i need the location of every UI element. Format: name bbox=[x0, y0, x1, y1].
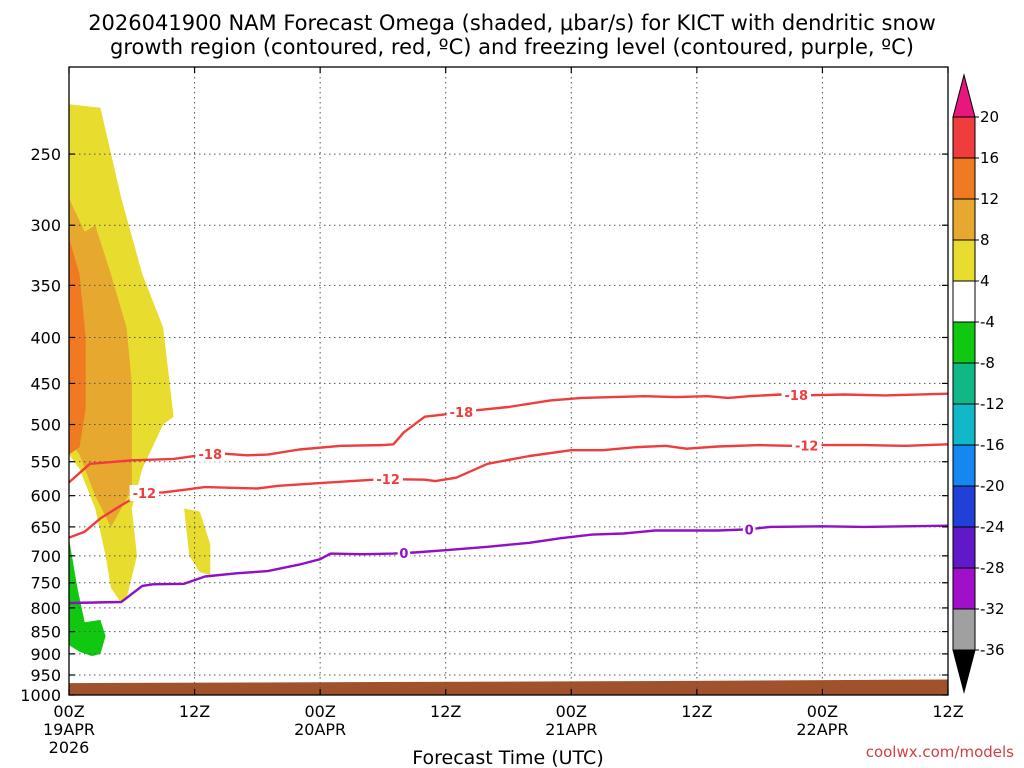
contour-line bbox=[68, 392, 949, 484]
colorbar-label: 4 bbox=[980, 272, 990, 290]
omega-shading bbox=[69, 104, 211, 657]
contour-labels: -18 -18 -18 -12 -12 -12 0 0 bbox=[129, 387, 822, 562]
x-axis-title: Forecast Time (UTC) bbox=[412, 747, 603, 768]
x-tick-label: 00Z bbox=[304, 702, 335, 721]
chart-title-line2: growth region (contoured, red, ºC) and f… bbox=[110, 35, 914, 59]
x-tick-label: 12Z bbox=[681, 702, 712, 721]
contour-label: 0 bbox=[399, 547, 408, 562]
plot-frame bbox=[68, 66, 949, 696]
colorbar-swatch bbox=[952, 198, 976, 241]
contour-label: -12 bbox=[133, 487, 157, 502]
contour-label-bg bbox=[791, 437, 822, 454]
x-tick-label: 20APR bbox=[294, 720, 346, 739]
colorbar-label: 12 bbox=[980, 190, 999, 208]
y-tick-label: 750 bbox=[30, 574, 61, 593]
contour-label: -18 bbox=[785, 389, 809, 404]
contour-lines bbox=[68, 392, 949, 605]
contour-label: 0 bbox=[745, 523, 754, 538]
colorbar-bottom-arrow bbox=[952, 649, 976, 694]
y-tick-label: 800 bbox=[30, 599, 61, 618]
x-tick-label: 22APR bbox=[796, 720, 848, 739]
contour-label: -18 bbox=[199, 448, 223, 463]
colorbar-label: -28 bbox=[980, 559, 1005, 577]
contour-label: -12 bbox=[376, 473, 400, 488]
credit-text: coolwx.com/models bbox=[866, 743, 1014, 761]
colorbar-label: -36 bbox=[980, 641, 1005, 659]
contour-label-bg bbox=[373, 471, 403, 488]
contour-label-bg bbox=[446, 404, 477, 421]
x-tick-label: 2026 bbox=[49, 738, 90, 757]
x-tick-label: 12Z bbox=[179, 702, 210, 721]
contour-label-bg bbox=[195, 445, 226, 462]
y-tick-label: 650 bbox=[30, 518, 61, 537]
x-tick-label: 00Z bbox=[53, 702, 84, 721]
omega-region bbox=[184, 508, 211, 575]
grid bbox=[68, 67, 949, 696]
x-tick-label: 21APR bbox=[545, 720, 597, 739]
colorbar-label: -12 bbox=[980, 395, 1005, 413]
colorbar-label: -8 bbox=[980, 354, 995, 372]
colorbar-swatch bbox=[952, 444, 976, 487]
contour-label: -12 bbox=[795, 439, 819, 454]
colorbar-swatch bbox=[952, 239, 976, 282]
colorbar-swatch bbox=[952, 321, 976, 364]
colorbar-label: -4 bbox=[980, 313, 995, 331]
colorbar-swatch bbox=[952, 157, 976, 200]
y-tick-label: 450 bbox=[30, 374, 61, 393]
contour-label-bg bbox=[781, 387, 812, 404]
colorbar-label: 16 bbox=[980, 149, 999, 167]
colorbar-label: 8 bbox=[980, 231, 990, 249]
y-tick-label: 900 bbox=[30, 645, 61, 664]
y-tick-label: 300 bbox=[30, 216, 61, 235]
x-tick-label: 12Z bbox=[430, 702, 461, 721]
contour-line bbox=[68, 524, 949, 605]
x-tick-label: 12Z bbox=[932, 702, 963, 721]
omega-region bbox=[69, 538, 106, 657]
x-tick-label: 00Z bbox=[556, 702, 587, 721]
contour-label-bg bbox=[397, 545, 411, 562]
x-tick-label: 00Z bbox=[807, 702, 838, 721]
colorbar-label: 20 bbox=[980, 108, 999, 126]
colorbar-top-arrow bbox=[952, 73, 976, 118]
colorbar-swatch bbox=[952, 403, 976, 446]
omega-region bbox=[69, 198, 132, 527]
y-tick-label: 1000 bbox=[20, 686, 61, 705]
colorbar-label: -24 bbox=[980, 518, 1005, 536]
y-tick-label: 850 bbox=[30, 623, 61, 642]
y-tick-label: 250 bbox=[30, 145, 61, 164]
contour-label-bg bbox=[129, 485, 160, 502]
y-tick-label: 400 bbox=[30, 328, 61, 347]
colorbar-swatch bbox=[952, 116, 976, 159]
colorbar-swatch bbox=[952, 280, 976, 323]
colorbar-swatch bbox=[952, 608, 976, 651]
colorbar-label: -20 bbox=[980, 477, 1005, 495]
colorbar-label: -16 bbox=[980, 436, 1005, 454]
colorbar-swatch bbox=[952, 526, 976, 569]
ground-fill bbox=[69, 679, 948, 695]
x-tick-label: 19APR bbox=[43, 720, 95, 739]
ground-terrain bbox=[69, 679, 948, 695]
y-tick-label: 550 bbox=[30, 453, 61, 472]
y-axis: 250 300 350 400 450 500 550 600 650 700 750 800 850 9… bbox=[20, 145, 948, 705]
colorbar-swatch bbox=[952, 485, 976, 528]
y-tick-label: 350 bbox=[30, 276, 61, 295]
y-tick-label: 700 bbox=[30, 547, 61, 566]
chart-title-line1: 2026041900 NAM Forecast Omega (shaded, μ… bbox=[88, 11, 936, 35]
colorbar: 20 16 12 8 4 -4 -8 -12 -16 -20 -24 -28 -32 -36 bbox=[952, 73, 1005, 694]
colorbar-swatch bbox=[952, 567, 976, 610]
colorbar-label: -32 bbox=[980, 600, 1005, 618]
y-tick-label: 950 bbox=[30, 666, 61, 685]
contour-label: -18 bbox=[450, 406, 474, 421]
colorbar-swatch bbox=[952, 362, 976, 405]
y-tick-label: 600 bbox=[30, 487, 61, 506]
omega-region bbox=[69, 238, 86, 455]
contour-label-bg bbox=[742, 521, 756, 538]
y-tick-label: 500 bbox=[30, 416, 61, 435]
contour-line bbox=[68, 443, 949, 539]
